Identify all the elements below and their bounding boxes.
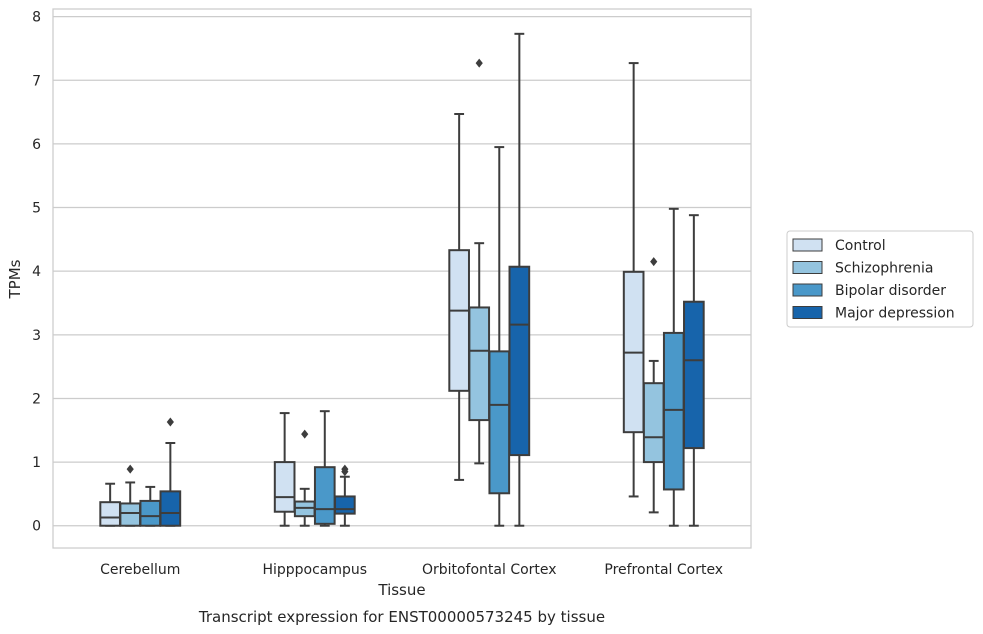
y-tick-label: 1	[32, 455, 41, 471]
box-iqr	[334, 495, 356, 515]
outlier-marker	[301, 429, 309, 439]
chart-caption: Transcript expression for ENST0000057324…	[198, 608, 605, 626]
legend-item: Bipolar disorder	[792, 283, 946, 299]
box-iqr	[99, 501, 121, 527]
box-element	[313, 410, 336, 527]
box-element	[622, 62, 645, 498]
legend: Control Schizophrenia Bipolar disorder Majo…	[786, 230, 974, 328]
box-element	[99, 482, 121, 527]
outlier-marker	[650, 257, 658, 267]
x-axis-ticks: Cerebellum Hipppocampus Orbitofontal Corte…	[100, 562, 723, 578]
box-iqr	[119, 502, 142, 527]
box-iqr	[683, 300, 705, 450]
box-iqr	[313, 466, 336, 525]
box-element	[159, 417, 182, 527]
y-tick-label: 0	[32, 519, 41, 535]
box-iqr	[642, 382, 665, 464]
box-iqr	[508, 265, 531, 457]
box-element	[683, 214, 705, 527]
legend-item: Schizophrenia	[792, 261, 933, 277]
series-group	[99, 62, 645, 527]
x-tick-label: Cerebellum	[100, 562, 180, 578]
plot-area-background	[53, 9, 751, 548]
box-iqr	[139, 499, 162, 527]
grid-lines	[53, 16, 751, 527]
box-element	[334, 464, 356, 527]
legend-swatch	[792, 238, 823, 252]
box-iqr	[468, 306, 491, 422]
legend-label: Schizophrenia	[835, 261, 933, 277]
y-tick-label: 5	[32, 201, 41, 217]
y-tick-label: 4	[32, 264, 41, 280]
box-iqr	[662, 331, 685, 491]
outlier-marker	[166, 417, 174, 427]
box-iqr	[488, 350, 511, 495]
series-group	[139, 146, 685, 527]
box-element	[139, 485, 162, 527]
box-iqr	[273, 461, 296, 513]
box-element	[293, 429, 316, 527]
outlier-marker	[126, 464, 134, 474]
y-tick-label: 3	[32, 328, 41, 344]
box-iqr	[448, 249, 470, 392]
box-element	[642, 257, 665, 514]
legend-label: Control	[835, 238, 886, 254]
y-tick-label: 7	[32, 73, 41, 89]
legend-item: Major depression	[792, 306, 955, 322]
legend-swatch	[792, 261, 823, 274]
x-axis-label: Tissue	[377, 581, 425, 599]
legend-item: Control	[792, 238, 886, 254]
legend-items: Control Schizophrenia Bipolar disorder Majo…	[792, 238, 955, 322]
legend-swatch	[792, 306, 823, 319]
x-tick-label: Hipppocampus	[262, 562, 367, 578]
y-axis-label: TPMs	[6, 259, 24, 299]
x-tick-label: Prefrontal Cortex	[604, 562, 723, 578]
y-tick-label: 8	[32, 10, 41, 26]
box-iqr	[159, 490, 182, 527]
legend-label: Major depression	[835, 306, 955, 322]
series-group	[159, 32, 705, 527]
y-tick-label: 2	[32, 391, 41, 407]
y-tick-label: 6	[32, 137, 41, 153]
y-axis-ticks: 0 1 2 3 4 5 6 7 8	[32, 10, 41, 535]
plot-area-frame	[52, 8, 752, 549]
legend-label: Bipolar disorder	[835, 283, 946, 299]
legend-frame	[786, 230, 974, 328]
box-element	[508, 32, 531, 527]
box-series	[99, 32, 705, 527]
box-element	[273, 412, 296, 527]
series-group	[119, 58, 665, 527]
outlier-marker	[341, 464, 349, 474]
x-tick-label: Orbitofontal Cortex	[422, 562, 557, 578]
outlier-marker	[475, 58, 483, 68]
legend-swatch	[792, 283, 823, 297]
